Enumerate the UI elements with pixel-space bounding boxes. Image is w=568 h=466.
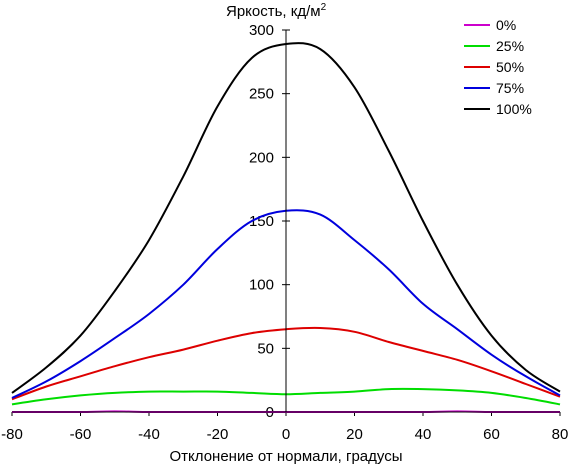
- y-tick-label: 50: [257, 340, 274, 357]
- x-tick-label: 0: [282, 426, 290, 443]
- x-tick-label: 60: [483, 426, 500, 443]
- y-tick-label: 300: [249, 22, 274, 39]
- y-axis-title: Яркость, кд/м2: [226, 2, 327, 20]
- x-axis-ticks: -80 -60 -40 -20 0 20 40 60 80: [1, 412, 568, 443]
- y-tick-label: 100: [249, 277, 274, 294]
- x-tick-label: -40: [138, 426, 160, 443]
- y-axis-title-superscript: 2: [321, 2, 327, 13]
- x-tick-label: 40: [415, 426, 432, 443]
- x-tick-label: -80: [1, 426, 23, 443]
- legend-label: 75%: [496, 80, 524, 96]
- y-tick-label: 250: [249, 86, 274, 103]
- legend-label: 0%: [496, 17, 516, 33]
- x-tick-label: -20: [207, 426, 229, 443]
- y-tick-label: 200: [249, 149, 274, 166]
- legend-label: 100%: [496, 101, 532, 117]
- y-tick-label: 150: [249, 213, 274, 230]
- legend-label: 25%: [496, 38, 524, 54]
- x-tick-label: -60: [70, 426, 92, 443]
- legend-label: 50%: [496, 59, 524, 75]
- legend: 0% 25% 50% 75% 100%: [464, 17, 532, 117]
- x-tick-label: 80: [552, 426, 568, 443]
- x-tick-label: 20: [346, 426, 363, 443]
- x-axis-title: Отклонение от нормали, градусы: [170, 448, 403, 465]
